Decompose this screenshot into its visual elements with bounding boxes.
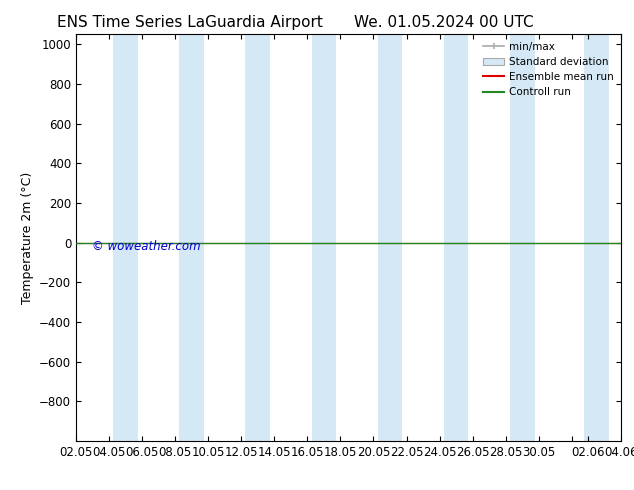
Bar (113, 34, 138, 441)
Bar (584, 34, 609, 441)
Text: ENS Time Series LaGuardia Airport: ENS Time Series LaGuardia Airport (57, 15, 323, 30)
Bar (179, 34, 204, 441)
Y-axis label: Temperature 2m (°C): Temperature 2m (°C) (20, 172, 34, 304)
Bar (245, 34, 270, 441)
Bar (444, 34, 469, 441)
Bar (378, 34, 403, 441)
Legend: min/max, Standard deviation, Ensemble mean run, Controll run: min/max, Standard deviation, Ensemble me… (479, 37, 618, 101)
Bar (311, 34, 336, 441)
Bar (510, 34, 534, 441)
Text: We. 01.05.2024 00 UTC: We. 01.05.2024 00 UTC (354, 15, 534, 30)
Text: © woweather.com: © woweather.com (93, 240, 201, 253)
